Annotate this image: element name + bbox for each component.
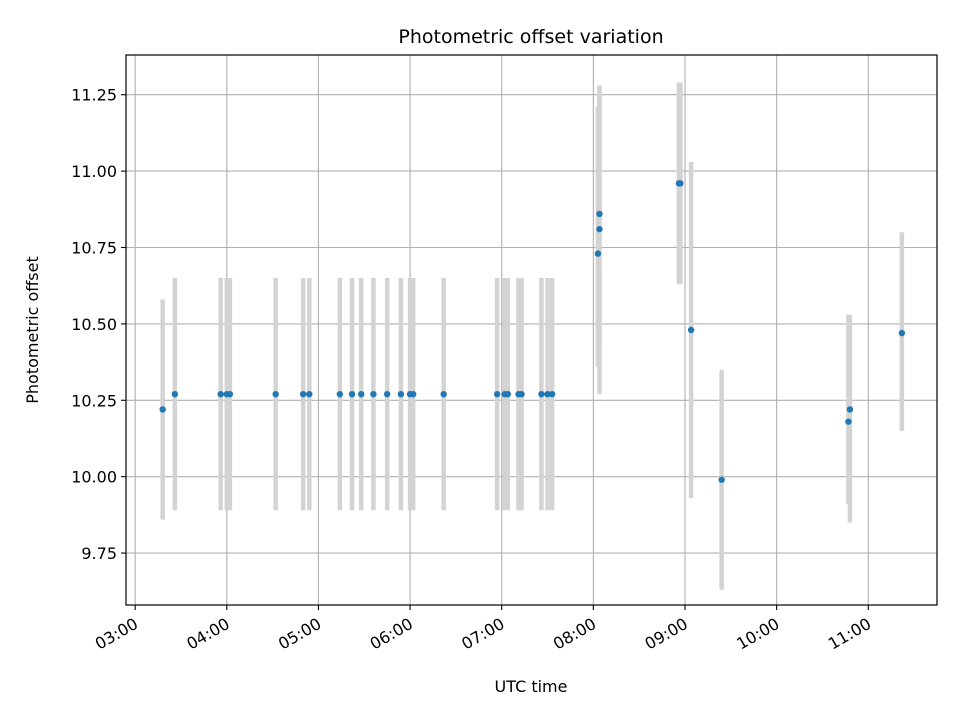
data-point [677,180,684,187]
data-point [548,390,556,398]
data-point [493,390,501,398]
data-point [358,390,365,398]
y-axis-ticks: 9.75 10.00 10.25 10.50 10.75 11.00 11.25 [71,86,126,563]
data-point [171,390,179,398]
data-point [845,418,852,425]
plot-frame [125,54,938,606]
data-point [306,390,313,398]
y-axis-label: Photometric offset [23,256,42,404]
data-point [544,390,551,398]
data-point [299,390,307,398]
data-point [846,406,854,413]
data-point [348,390,356,398]
data-point [397,390,405,398]
data-point [383,390,391,398]
data-point [217,390,224,398]
data-point [898,329,906,337]
data-point [370,390,377,398]
y-tick-label: 9.75 [81,544,117,563]
y-tick-label: 11.25 [71,86,117,105]
data-point [518,390,525,398]
data-point [596,225,603,233]
data-point [504,390,512,398]
data-points [159,180,906,483]
data-point [336,390,344,398]
y-tick-label: 10.75 [71,239,117,258]
y-tick-label: 10.50 [71,315,117,334]
data-point [409,390,417,398]
data-point [687,326,695,334]
y-tick-label: 10.00 [71,468,117,487]
plot-area [126,55,937,605]
data-point [596,210,603,218]
data-point [594,250,602,257]
grid-lines [126,55,937,605]
data-point [538,390,545,398]
x-axis-label: UTC time [495,677,568,696]
data-point [718,476,725,483]
chart-title: Photometric offset variation [398,26,663,48]
data-point [272,390,279,398]
data-point [159,406,166,413]
data-point [226,390,234,398]
y-tick-label: 10.25 [71,391,117,410]
y-tick-label: 11.00 [71,162,117,181]
data-point [440,390,447,398]
